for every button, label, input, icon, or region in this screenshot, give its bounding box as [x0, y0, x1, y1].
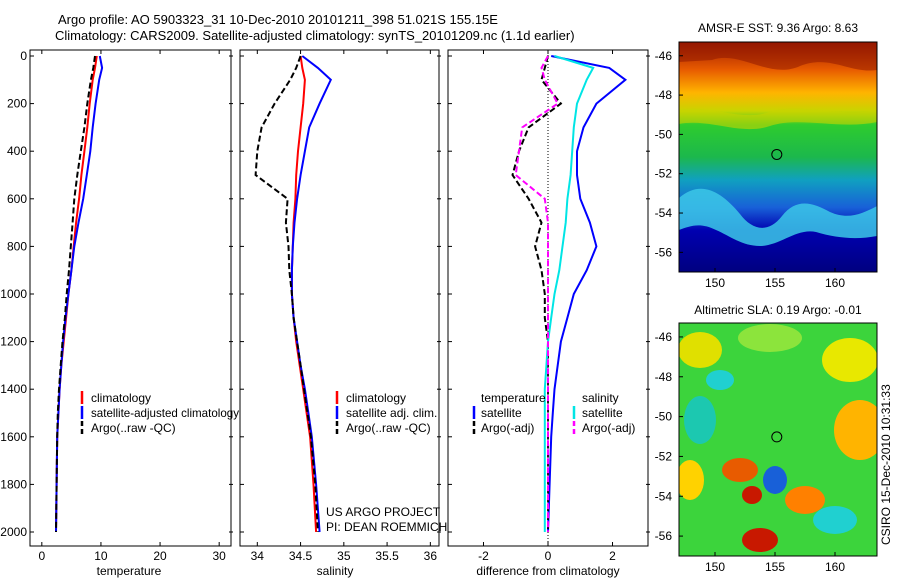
map-y-tick-label: -54 [655, 206, 673, 220]
difference-legend: temperature satellite Argo(-adj) salinit… [472, 391, 635, 435]
depth-tick-label: 200 [7, 97, 27, 111]
legend-label-argo: Argo(..raw -QC) [346, 421, 431, 435]
difference-xlabel: difference from climatology [476, 564, 619, 578]
sst-map-image [679, 42, 877, 272]
series-line [55, 55, 96, 533]
map-y-tick-label: -54 [655, 489, 673, 503]
x-tick-label: 36 [424, 549, 438, 563]
map-y-tick-label: -50 [655, 127, 673, 141]
legend-label-sal-argo: Argo(-adj) [582, 421, 635, 435]
map-x-tick-label: 160 [825, 276, 845, 290]
legend-label-temp-argo: Argo(-adj) [481, 421, 534, 435]
difference-series [511, 52, 628, 544]
sla-map-ticks: -46 -48 -50 -52 -54 -56 150 155 160 [655, 330, 846, 574]
credit-project: US ARGO PROJECT [326, 505, 441, 519]
series-line [547, 55, 628, 533]
sla-float-marker [771, 431, 783, 443]
sst-map-title: AMSR-E SST: 9.36 Argo: 8.63 [698, 21, 858, 35]
series-line [543, 55, 595, 532]
map-y-tick-label: -46 [655, 330, 673, 344]
series-line [514, 55, 560, 532]
x-tick-label: -2 [478, 549, 489, 563]
legend-label-sal-satellite: satellite [582, 406, 623, 420]
sst-map-ticks: -46 -48 -50 -52 -54 -56 150 155 160 [655, 49, 846, 290]
map-y-tick-label: -56 [655, 529, 673, 543]
x-tick-label: 10 [94, 549, 108, 563]
figure-title-line1: Argo profile: AO 5903323_31 10-Dec-2010 … [58, 12, 498, 27]
x-tick-label: 35 [337, 549, 351, 563]
map-x-tick-label: 150 [705, 276, 725, 290]
map-y-tick-label: -46 [655, 49, 673, 63]
salinity-panel-frame [239, 49, 440, 547]
x-tick-label: 35.5 [375, 549, 399, 563]
profile-x-ticks: 0 10 20 30 34 34.5 35 35.5 36 -2 0 2 [38, 50, 616, 563]
legend-label-climatology: climatology [346, 391, 406, 405]
map-x-tick-label: 160 [825, 560, 845, 574]
salinity-legend: climatology satellite adj. clim. Argo(..… [335, 391, 437, 435]
sla-map-image [679, 323, 877, 556]
map-y-tick-label: -50 [655, 410, 673, 424]
depth-tick-label: 1200 [0, 335, 27, 349]
legend-label-satellite: satellite-adjusted climatology [91, 406, 239, 420]
salinity-series [254, 55, 333, 533]
depth-tick-label: 1600 [0, 430, 27, 444]
map-y-tick-label: -56 [655, 245, 673, 259]
credit-pi: PI: DEAN ROEMMICH [326, 520, 447, 534]
depth-tick-label: 400 [7, 144, 27, 158]
x-tick-label: 0 [38, 549, 45, 563]
depth-tick-label: 1400 [0, 382, 27, 396]
x-tick-label: 34 [251, 549, 265, 563]
x-tick-label: 20 [153, 549, 167, 563]
map-y-tick-label: -48 [655, 88, 673, 102]
series-line [254, 55, 319, 533]
x-tick-label: 2 [609, 549, 616, 563]
map-y-tick-label: -52 [655, 167, 673, 181]
legend-label-climatology: climatology [91, 391, 151, 405]
x-tick-label: 34.5 [289, 549, 313, 563]
legend-title-temperature: temperature [481, 391, 546, 405]
depth-tick-label: 2000 [0, 525, 27, 539]
legend-title-salinity: salinity [582, 391, 619, 405]
series-line [55, 55, 98, 533]
watermark: CSIRO 15-Dec-2010 10:31:33 [879, 384, 893, 545]
x-tick-label: 30 [212, 549, 226, 563]
legend-label-temp-satellite: satellite [481, 406, 522, 420]
figure-title-line2: Climatology: CARS2009. Satellite-adjuste… [55, 28, 575, 43]
series-line [55, 55, 104, 533]
x-tick-label: 0 [545, 549, 552, 563]
map-x-tick-label: 155 [765, 276, 785, 290]
map-x-tick-label: 150 [705, 560, 725, 574]
temperature-xlabel: temperature [97, 564, 162, 578]
temperature-legend: climatology satellite-adjusted climatolo… [80, 391, 239, 435]
sst-map-frame [678, 41, 878, 273]
map-x-tick-label: 155 [765, 560, 785, 574]
depth-tick-label: 800 [7, 239, 27, 253]
map-y-tick-label: -48 [655, 370, 673, 384]
temperature-series [55, 55, 104, 533]
depth-tick-label: 600 [7, 192, 27, 206]
sla-map-frame [678, 322, 878, 557]
salinity-xlabel: salinity [317, 564, 354, 578]
map-y-tick-label: -52 [655, 449, 673, 463]
depth-axis: 0 200 400 600 800 1000 1200 1400 1600 1800 2000 [0, 49, 650, 539]
depth-tick-label: 0 [20, 49, 27, 63]
sst-float-marker [771, 148, 783, 160]
temperature-panel-frame [29, 49, 232, 547]
sla-map-title: Altimetric SLA: 0.19 Argo: -0.01 [694, 303, 862, 317]
depth-tick-label: 1000 [0, 287, 27, 301]
legend-label-argo: Argo(..raw -QC) [91, 421, 176, 435]
legend-label-satellite: satellite adj. clim. [346, 406, 437, 420]
depth-tick-label: 1800 [0, 477, 27, 491]
